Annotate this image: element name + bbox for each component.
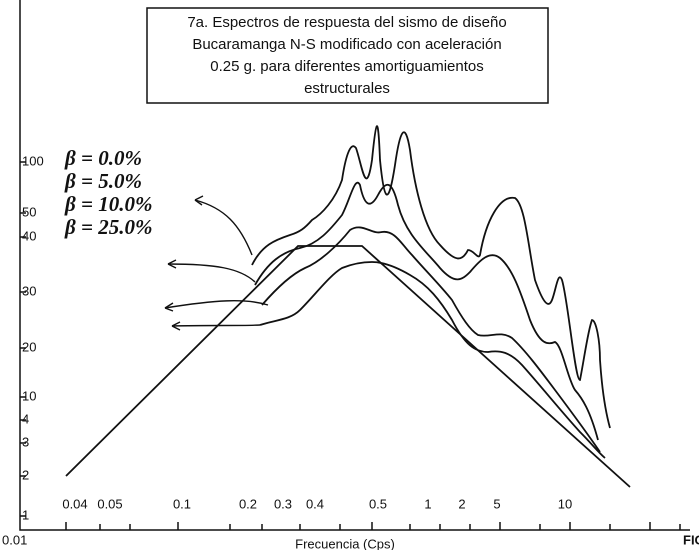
title-line: Bucaramanga N-S modificado con aceleraci…: [192, 36, 501, 53]
x-tick-label: 0.4: [306, 496, 324, 511]
curve-beta-0: [251, 125, 611, 429]
legend-entry: β = 10.0%: [64, 192, 152, 216]
y-tick-label: 2: [22, 467, 29, 482]
y-tick-label: 3: [22, 434, 29, 449]
x-ticks: [20, 161, 681, 530]
legend-entry: β = 5.0%: [64, 169, 142, 193]
title-line: 0.25 g. para diferentes amortiguamientos: [210, 58, 484, 75]
x-tick-label: 5: [493, 496, 500, 511]
y-tick-label: 100: [22, 153, 44, 168]
design-spectrum: [65, 245, 631, 488]
x-tick-label: 1: [424, 496, 431, 511]
y-tick-label: 10: [22, 388, 36, 403]
title-line: 7a. Espectros de respuesta del sismo de …: [187, 14, 506, 31]
title-line: estructurales: [304, 80, 390, 97]
y-tick-label: 1: [22, 507, 29, 522]
x-tick-labels: 0.04 0.05 0.1 0.2 0.3 0.4 0.5 1 2 5 10: [62, 496, 572, 511]
x-tick-label: 0.5: [369, 496, 387, 511]
legend: β = 0.0% β = 5.0% β = 10.0% β = 25.0%: [64, 146, 152, 239]
y-tick-label: 20: [22, 339, 36, 354]
y-tick-label: 4: [22, 411, 29, 426]
axes: [19, 0, 690, 531]
curves: [65, 125, 631, 488]
x-tick-label: 0.3: [274, 496, 292, 511]
corner-label: FIG: [683, 532, 699, 547]
x-tick-label: 0.04: [62, 496, 87, 511]
x-tick-label: 0.1: [173, 496, 191, 511]
title-box: [146, 7, 549, 104]
y-tick-label: 50: [22, 204, 36, 219]
y-tick-labels: 100 50 40 30 20 10 4 3 2 1: [22, 153, 44, 522]
x-tick-label: 0.2: [239, 496, 257, 511]
x-tick-label: 0.05: [97, 496, 122, 511]
curve-beta-10: [261, 226, 601, 453]
x-origin-label: 0.01: [2, 532, 27, 547]
y-tick-label: 30: [22, 283, 36, 298]
y-tick-label: 40: [22, 228, 36, 243]
x-tick-label: 10: [558, 496, 572, 511]
arrows: [164, 195, 269, 331]
legend-entry: β = 0.0%: [64, 146, 142, 170]
legend-entry: β = 25.0%: [64, 215, 152, 239]
x-tick-label: 2: [458, 496, 465, 511]
curve-beta-5: [254, 181, 599, 441]
x-axis-label: Frecuencia (Cps): [295, 536, 395, 550]
curve-beta-25: [259, 261, 606, 459]
